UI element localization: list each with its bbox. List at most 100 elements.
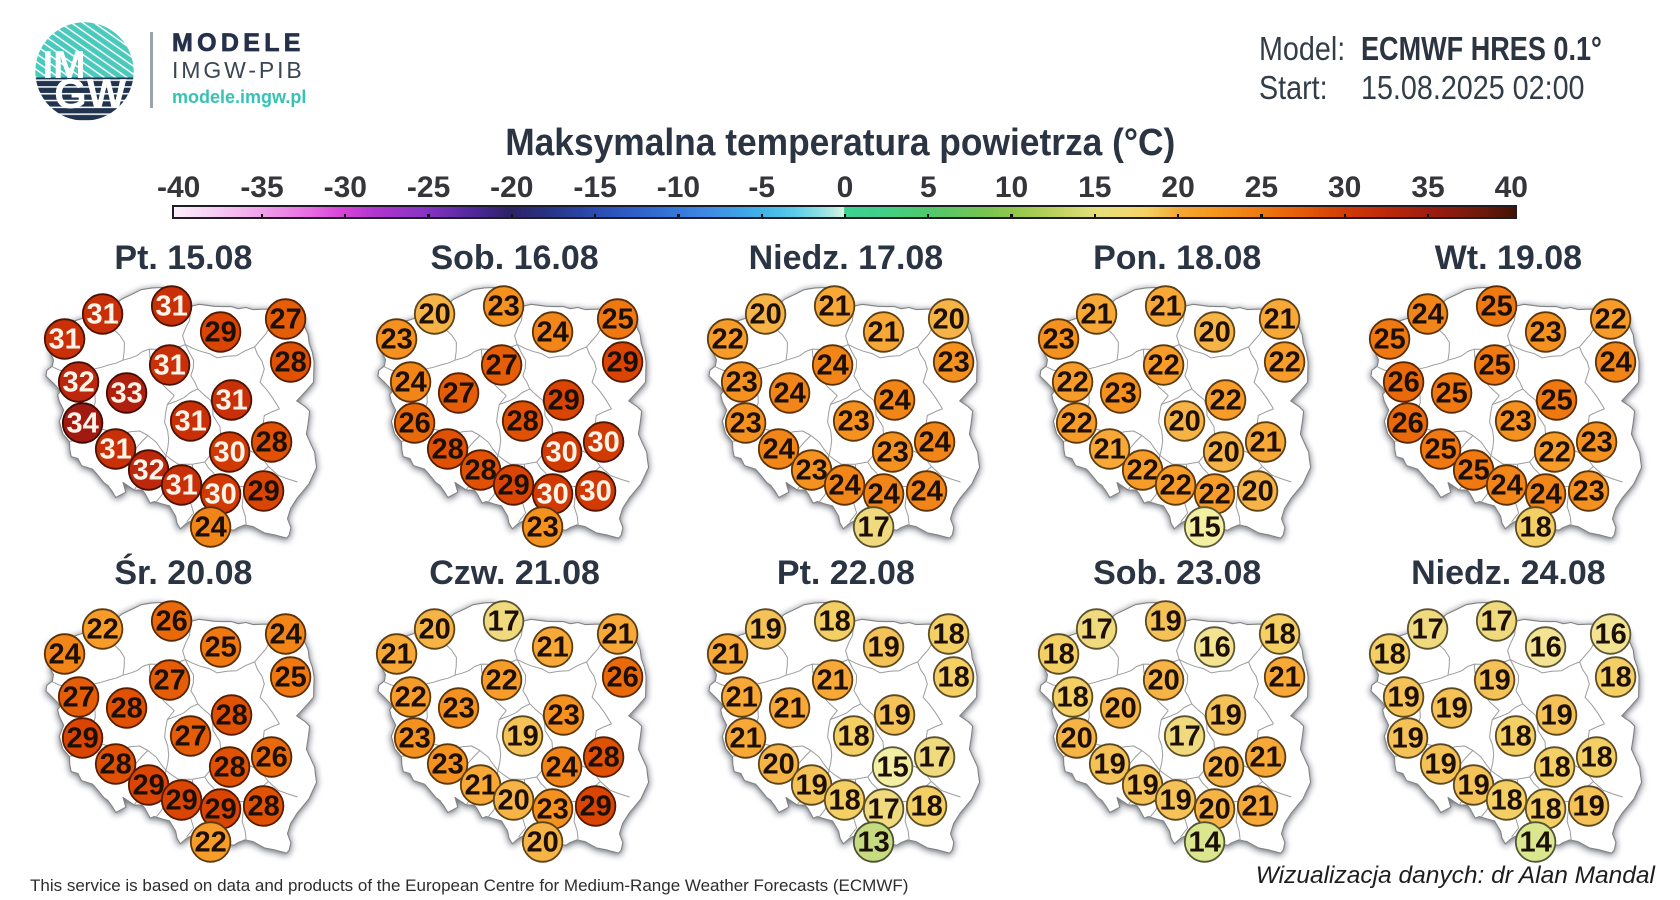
svg-text:21: 21 (1081, 299, 1113, 331)
svg-text:GW: GW (54, 70, 127, 117)
svg-text:24: 24 (828, 470, 860, 502)
svg-text:33: 33 (111, 378, 143, 410)
svg-text:23: 23 (487, 291, 519, 323)
svg-text:18: 18 (1491, 785, 1523, 817)
svg-text:26: 26 (398, 408, 430, 440)
svg-text:23: 23 (380, 324, 412, 356)
svg-text:29: 29 (497, 470, 529, 502)
svg-text:18: 18 (1043, 639, 1075, 671)
svg-text:27: 27 (63, 682, 95, 714)
svg-text:21: 21 (725, 682, 757, 714)
svg-text:25: 25 (1541, 385, 1573, 417)
svg-text:31: 31 (49, 324, 81, 356)
svg-text:19: 19 (1094, 749, 1126, 781)
svg-text:32: 32 (133, 455, 165, 487)
svg-text:29: 29 (205, 317, 237, 349)
svg-text:30: 30 (536, 479, 568, 511)
svg-text:22: 22 (1539, 437, 1571, 469)
svg-text:23: 23 (729, 408, 761, 440)
svg-text:21: 21 (867, 317, 899, 349)
svg-text:20: 20 (497, 785, 529, 817)
svg-text:16: 16 (1199, 632, 1231, 664)
svg-text:24: 24 (1412, 299, 1444, 331)
svg-text:21: 21 (1150, 291, 1182, 323)
svg-text:29: 29 (205, 794, 237, 826)
svg-text:31: 31 (166, 470, 198, 502)
svg-text:27: 27 (270, 304, 302, 336)
svg-text:32: 32 (63, 367, 95, 399)
svg-text:31: 31 (175, 406, 207, 438)
svg-text:28: 28 (214, 752, 246, 784)
svg-text:20: 20 (1148, 665, 1180, 697)
svg-text:19: 19 (795, 770, 827, 802)
svg-text:25: 25 (275, 662, 307, 694)
svg-text:19: 19 (1458, 770, 1490, 802)
svg-text:18: 18 (1057, 682, 1089, 714)
svg-text:24: 24 (270, 619, 302, 651)
svg-text:26: 26 (156, 606, 188, 638)
svg-text:31: 31 (100, 434, 132, 466)
svg-text:21: 21 (1250, 742, 1282, 774)
svg-text:20: 20 (749, 299, 781, 331)
svg-text:23: 23 (937, 347, 969, 379)
svg-text:23: 23 (536, 794, 568, 826)
svg-text:14: 14 (1520, 827, 1552, 859)
svg-text:29: 29 (547, 385, 579, 417)
svg-text:16: 16 (1530, 632, 1562, 664)
svg-text:24: 24 (918, 427, 950, 459)
svg-text:29: 29 (133, 770, 165, 802)
svg-text:29: 29 (248, 476, 280, 508)
svg-text:20: 20 (932, 304, 964, 336)
svg-text:18: 18 (1500, 721, 1532, 753)
svg-text:24: 24 (49, 639, 81, 671)
svg-text:23: 23 (876, 437, 908, 469)
svg-text:23: 23 (526, 512, 558, 544)
svg-text:22: 22 (195, 827, 227, 859)
svg-text:13: 13 (857, 827, 889, 859)
svg-text:24: 24 (1491, 470, 1523, 502)
svg-text:28: 28 (248, 791, 280, 823)
svg-text:20: 20 (1208, 437, 1240, 469)
svg-text:23: 23 (725, 367, 757, 399)
svg-text:24: 24 (1600, 347, 1632, 379)
svg-text:19: 19 (1388, 682, 1420, 714)
svg-text:19: 19 (1436, 693, 1468, 725)
svg-text:25: 25 (601, 304, 633, 336)
svg-text:28: 28 (216, 700, 248, 732)
svg-text:19: 19 (867, 632, 899, 664)
svg-text:25: 25 (1479, 350, 1511, 382)
svg-text:24: 24 (878, 385, 910, 417)
svg-text:16: 16 (1595, 619, 1627, 651)
svg-text:22: 22 (1127, 455, 1159, 487)
svg-text:21: 21 (729, 723, 761, 755)
svg-text:28: 28 (275, 347, 307, 379)
svg-text:24: 24 (762, 434, 794, 466)
svg-text:14: 14 (1189, 827, 1221, 859)
svg-text:24: 24 (816, 350, 848, 382)
svg-text:28: 28 (431, 434, 463, 466)
svg-text:25: 25 (1458, 455, 1490, 487)
svg-text:24: 24 (867, 479, 899, 511)
svg-text:23: 23 (1530, 317, 1562, 349)
svg-text:25: 25 (1436, 378, 1468, 410)
svg-text:19: 19 (1392, 723, 1424, 755)
svg-text:21: 21 (816, 665, 848, 697)
svg-text:21: 21 (711, 639, 743, 671)
svg-text:24: 24 (394, 367, 426, 399)
svg-text:17: 17 (1481, 606, 1513, 638)
svg-text:19: 19 (1150, 606, 1182, 638)
svg-text:23: 23 (795, 455, 827, 487)
svg-text:19: 19 (1479, 665, 1511, 697)
svg-text:23: 23 (1500, 406, 1532, 438)
svg-text:22: 22 (1199, 479, 1231, 511)
svg-text:29: 29 (579, 791, 611, 823)
svg-text:18: 18 (1530, 794, 1562, 826)
svg-text:24: 24 (773, 378, 805, 410)
svg-text:18: 18 (837, 721, 869, 753)
svg-text:27: 27 (175, 721, 207, 753)
svg-text:20: 20 (1105, 693, 1137, 725)
svg-text:20: 20 (1169, 406, 1201, 438)
svg-text:24: 24 (910, 476, 942, 508)
svg-text:21: 21 (601, 619, 633, 651)
svg-text:28: 28 (464, 455, 496, 487)
